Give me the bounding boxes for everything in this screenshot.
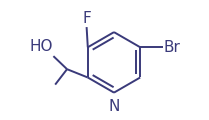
Text: Br: Br: [164, 40, 181, 55]
Text: F: F: [82, 11, 91, 26]
Text: N: N: [109, 99, 120, 114]
Text: HO: HO: [29, 39, 53, 54]
